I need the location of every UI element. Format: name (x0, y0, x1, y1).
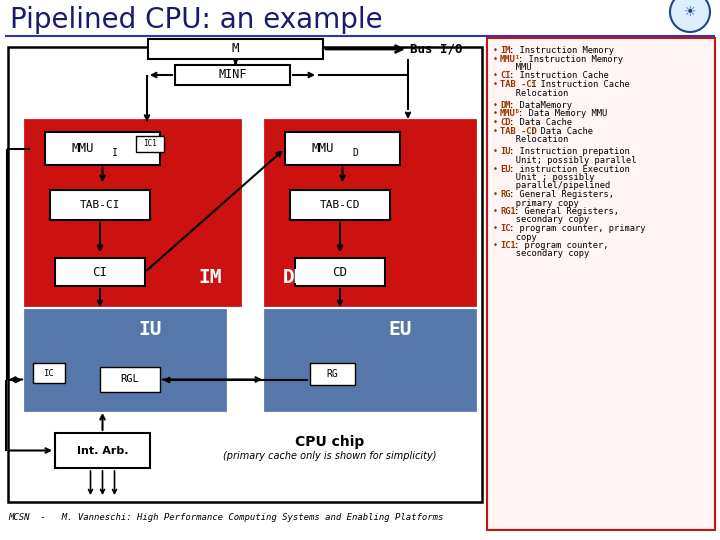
Text: MMU: MMU (500, 63, 531, 72)
Text: CI: CI (500, 71, 510, 80)
Text: CI: CI (92, 266, 107, 279)
Text: CD: CD (500, 118, 510, 127)
Text: IC1: IC1 (500, 241, 516, 250)
Text: IU: IU (500, 147, 510, 157)
Text: MMU: MMU (72, 142, 94, 155)
Text: •: • (493, 118, 498, 127)
Bar (25, 310, 225, 410)
Text: CPU chip: CPU chip (295, 435, 364, 449)
Bar (295, 258, 385, 286)
Text: •: • (493, 190, 498, 199)
Text: Unit ; possibly: Unit ; possibly (500, 173, 595, 182)
Bar (148, 39, 323, 59)
Bar (175, 65, 290, 85)
Text: •: • (493, 80, 498, 89)
Text: : Instruction Cache: : Instruction Cache (531, 80, 630, 89)
Text: TAB-CD: TAB-CD (320, 200, 360, 210)
Bar (265, 310, 475, 410)
Text: •: • (493, 46, 498, 55)
Text: : Instruction Memory: : Instruction Memory (518, 55, 623, 64)
Bar (33, 363, 65, 383)
Bar (136, 136, 164, 152)
Text: : Instruction Memory: : Instruction Memory (510, 46, 614, 55)
Text: Bus I/O: Bus I/O (410, 43, 462, 56)
Text: IU: IU (138, 320, 162, 339)
Text: MMUᴰ: MMUᴰ (500, 110, 521, 118)
Bar (310, 363, 355, 385)
Text: secondary copy: secondary copy (500, 215, 589, 225)
Text: : Instruction Cache: : Instruction Cache (510, 71, 609, 80)
Text: RG1: RG1 (500, 207, 516, 216)
Text: TAB-CI: TAB-CI (80, 200, 120, 210)
Text: ☀: ☀ (684, 5, 696, 19)
Text: : General Registers,: : General Registers, (510, 190, 614, 199)
Text: RGL: RGL (121, 375, 140, 384)
Bar (25, 120, 240, 305)
Text: IC: IC (44, 368, 55, 377)
Text: •: • (493, 126, 498, 136)
Text: •: • (493, 224, 498, 233)
Text: DM: DM (500, 101, 510, 110)
Text: Relocation: Relocation (500, 135, 568, 144)
Text: •: • (493, 241, 498, 250)
Circle shape (670, 0, 710, 32)
Text: (primary cache only is shown for simplicity): (primary cache only is shown for simplic… (223, 451, 437, 461)
Text: : instruction Execution: : instruction Execution (510, 165, 630, 173)
Text: I: I (112, 148, 118, 159)
Text: •: • (493, 147, 498, 157)
Text: MINF: MINF (218, 69, 247, 82)
Text: MMU: MMU (312, 142, 334, 155)
Text: : Data Cache: : Data Cache (510, 118, 572, 127)
Text: EU: EU (388, 320, 412, 339)
Text: •: • (493, 71, 498, 80)
Text: RG: RG (500, 190, 510, 199)
Text: : DataMemory: : DataMemory (510, 101, 572, 110)
Text: : program counter,: : program counter, (513, 241, 608, 250)
Text: •: • (493, 101, 498, 110)
Text: : program counter, primary: : program counter, primary (510, 224, 646, 233)
Text: Unit; possibly parallel: Unit; possibly parallel (500, 156, 636, 165)
Text: : Instruction prepation: : Instruction prepation (510, 147, 630, 157)
Bar (45, 132, 160, 165)
Text: parallel/pipelined: parallel/pipelined (500, 181, 611, 191)
Text: IC: IC (500, 224, 510, 233)
Text: IM: IM (199, 268, 222, 287)
Bar (100, 367, 160, 392)
Text: IC1: IC1 (143, 139, 157, 148)
Bar (55, 433, 150, 468)
Bar (50, 190, 150, 220)
Text: D: D (352, 148, 358, 159)
Text: IM: IM (500, 46, 510, 55)
Text: : General Registers,: : General Registers, (513, 207, 618, 216)
Bar (265, 120, 475, 305)
Bar (285, 132, 400, 165)
Text: Pipelined CPU: an example: Pipelined CPU: an example (10, 6, 382, 34)
Bar (55, 258, 145, 286)
Text: CD: CD (333, 266, 348, 279)
Text: Relocation: Relocation (500, 89, 568, 98)
Text: •: • (493, 207, 498, 216)
Text: MCSN  -   M. Vanneschi: High Performance Computing Systems and Enabling Platform: MCSN - M. Vanneschi: High Performance Co… (8, 514, 444, 523)
Text: primary copy: primary copy (500, 199, 579, 207)
Text: DM: DM (283, 268, 307, 287)
Text: EU: EU (500, 165, 510, 173)
Text: : Data Cache: : Data Cache (531, 126, 593, 136)
Bar (290, 190, 390, 220)
Text: M: M (232, 43, 239, 56)
Text: RG: RG (327, 369, 338, 379)
Text: Int. Arb.: Int. Arb. (77, 446, 128, 456)
Bar (8, 47, 482, 502)
Text: TAB -CD: TAB -CD (500, 126, 536, 136)
Text: : Data Memory MMU: : Data Memory MMU (518, 110, 607, 118)
Text: secondary copy: secondary copy (500, 249, 589, 259)
Text: •: • (493, 110, 498, 118)
Text: TAB -CI: TAB -CI (500, 80, 536, 89)
Text: MMUᴵ: MMUᴵ (500, 55, 521, 64)
Text: •: • (493, 55, 498, 64)
Text: •: • (493, 165, 498, 173)
Text: copy: copy (500, 233, 536, 241)
Bar (487, 38, 715, 530)
